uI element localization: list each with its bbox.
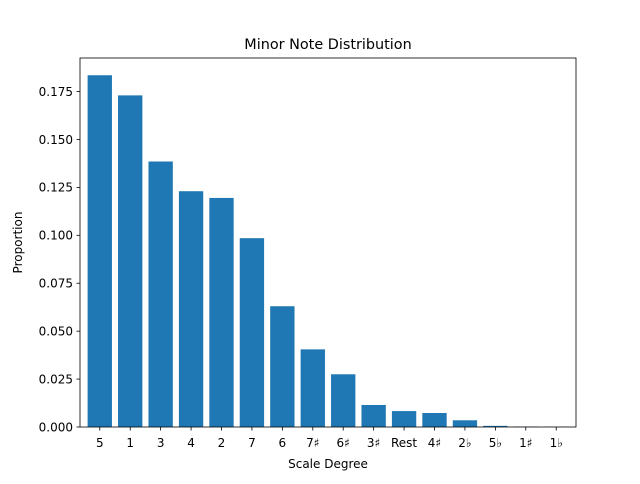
x-tick-label-7: 7♯ [306,436,319,450]
bar-11 [422,413,446,427]
bar-6 [270,306,294,427]
x-tick-label-14: 1♯ [519,436,532,450]
bar-5 [240,238,264,427]
y-tick-label-1: 0.025 [39,372,73,386]
chart-title: Minor Note Distribution [244,37,411,53]
y-tick-label-2: 0.050 [39,324,73,338]
y-tick-label-4: 0.100 [39,229,73,243]
x-tick-label-6: 6 [279,436,287,450]
x-tick-label-15: 1♭ [550,436,563,450]
x-tick-label-1: 1 [126,436,134,450]
x-tick-label-4: 2 [218,436,226,450]
bar-7 [301,349,325,427]
x-tick-label-12: 2♭ [458,436,471,450]
y-tick-label-3: 0.075 [39,277,73,291]
bar-12 [453,420,477,427]
x-axis: 5 1 3 4 2 7 6 7♯ 6♯ 3♯ Rest 4♯ 2♭ 5♭ 1♯ 1♭ [96,427,563,450]
y-axis: 0.000 0.025 0.050 0.075 0.100 0.125 0.150 0.175 [39,85,80,434]
bar-0 [88,75,112,427]
y-tick-label-6: 0.150 [39,133,73,147]
x-tick-label-5: 7 [248,436,256,450]
bar-10 [392,411,416,427]
bar-4 [209,198,233,427]
x-tick-label-0: 5 [96,436,104,450]
bar-9 [361,405,385,427]
bar-3 [179,191,203,427]
bars-group [88,75,569,427]
y-axis-label: Proportion [11,212,25,274]
bar-1 [118,95,142,427]
y-tick-label-5: 0.125 [39,181,73,195]
x-tick-label-2: 3 [157,436,165,450]
x-tick-label-10: Rest [391,436,417,450]
bar-8 [331,374,355,427]
bar-2 [148,162,172,427]
x-tick-label-3: 4 [187,436,195,450]
x-tick-label-13: 5♭ [489,436,502,450]
x-tick-label-9: 3♯ [367,436,380,450]
x-tick-label-8: 6♯ [336,436,349,450]
y-tick-label-0: 0.000 [39,420,73,434]
x-axis-label: Scale Degree [288,457,368,471]
x-tick-label-11: 4♯ [428,436,441,450]
y-tick-label-7: 0.175 [39,85,73,99]
